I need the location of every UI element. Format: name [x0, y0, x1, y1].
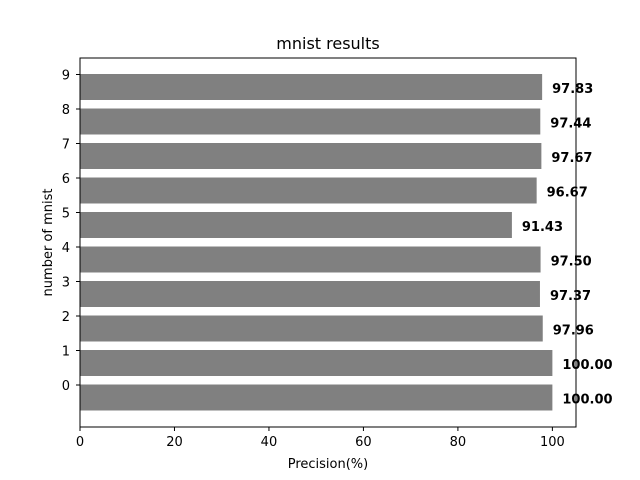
x-tick-label-0: 0 [76, 435, 84, 450]
data-label-6: 96.67 [547, 186, 588, 201]
y-tick-label-8: 8 [62, 103, 70, 118]
bar-0 [80, 384, 553, 411]
data-labels-group: 100.00 100.00 97.96 97.37 97.50 91.43 96.67 97.… [522, 82, 613, 408]
bar-5 [80, 212, 512, 238]
x-tick-label-20: 20 [166, 435, 183, 450]
bar-3 [80, 281, 540, 307]
axes-frame [79, 57, 577, 428]
bar-6 [80, 177, 537, 204]
bar-8 [80, 108, 541, 135]
data-label-7: 97.67 [551, 151, 592, 166]
y-tick-label-1: 1 [62, 345, 70, 360]
data-label-0: 100.00 [562, 393, 612, 408]
y-axis-ticks: 0 1 2 3 4 5 6 7 8 9 [62, 69, 80, 394]
bar-4 [80, 246, 541, 273]
data-label-4: 97.50 [551, 255, 592, 270]
data-label-5: 91.43 [522, 220, 563, 235]
y-tick-label-2: 2 [62, 310, 70, 325]
y-tick-label-3: 3 [62, 276, 70, 291]
chart-title: mnist results [276, 34, 379, 53]
bars-group [80, 74, 553, 411]
y-tick-label-6: 6 [62, 172, 70, 187]
bar-9 [80, 74, 543, 100]
x-axis-label: Precision(%) [288, 457, 369, 472]
data-label-1: 100.00 [562, 358, 612, 373]
x-tick-label-100: 100 [540, 435, 565, 450]
bar-2 [80, 315, 543, 342]
data-label-2: 97.96 [553, 324, 594, 339]
y-tick-label-9: 9 [62, 69, 70, 84]
data-label-9: 97.83 [552, 82, 593, 97]
y-tick-label-4: 4 [62, 241, 70, 256]
y-tick-label-5: 5 [62, 207, 70, 222]
y-tick-label-0: 0 [62, 379, 70, 394]
x-tick-label-80: 80 [450, 435, 467, 450]
x-axis-ticks: 0 20 40 60 80 100 [76, 427, 565, 450]
bar-1 [80, 350, 553, 376]
x-tick-label-60: 60 [355, 435, 372, 450]
data-label-8: 97.44 [550, 117, 591, 132]
y-tick-label-7: 7 [62, 138, 70, 153]
bar-7 [80, 143, 542, 169]
y-axis-label: number of mnist [41, 189, 56, 297]
data-label-3: 97.37 [550, 289, 591, 304]
x-tick-label-40: 40 [261, 435, 278, 450]
